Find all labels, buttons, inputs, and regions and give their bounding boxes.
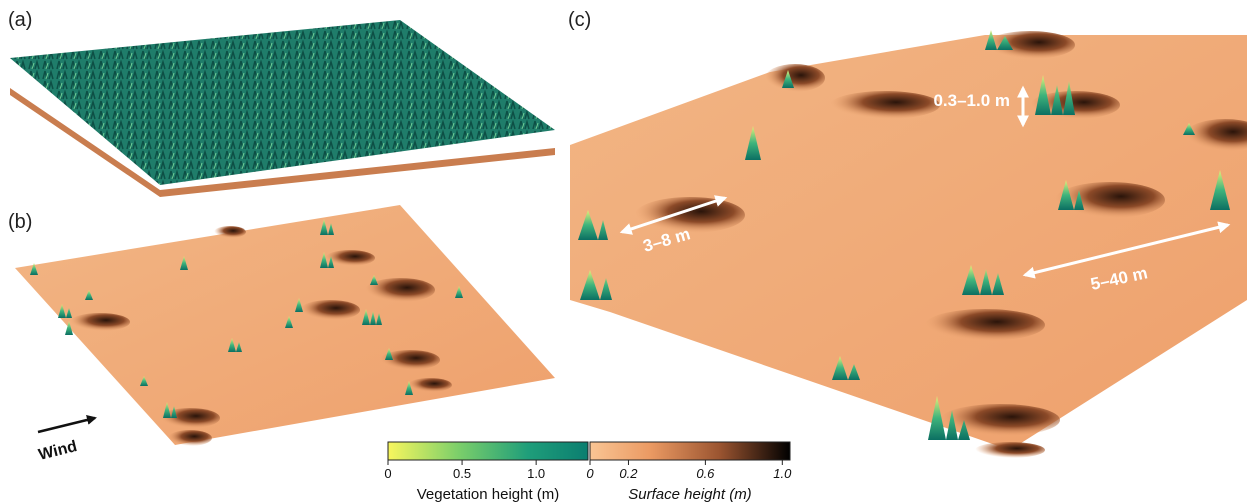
colorbar-label: Vegetation height (m) xyxy=(417,486,560,503)
panel-c: 0.3–1.0 m 3–8 m 5–40 m (c) xyxy=(568,9,1247,458)
tick-label: 1.0 xyxy=(773,466,792,481)
tick-label: 0 xyxy=(384,466,391,481)
tick-label: 0.5 xyxy=(453,466,471,481)
panel-b: Wind (b) xyxy=(8,205,555,464)
annotation: 0.3–1.0 m xyxy=(933,91,1010,110)
tick-label: 0.6 xyxy=(696,466,715,481)
panel-label: (c) xyxy=(568,9,591,31)
tick-label: 1.0 xyxy=(527,466,545,481)
tick-label: 0 xyxy=(586,466,594,481)
panel-a: (a) xyxy=(8,9,555,197)
figure: (a) Wind (b) 0.3–1.0 m 3–8 xyxy=(0,0,1247,504)
colorbar-surface xyxy=(590,442,790,460)
colorbar-vegetation xyxy=(388,442,588,460)
wind-arrow xyxy=(38,418,95,432)
panel-label: (b) xyxy=(8,211,32,233)
colorbar-label: Surface height (m) xyxy=(628,486,751,503)
panel-label: (a) xyxy=(8,9,32,31)
tick-label: 0.2 xyxy=(619,466,638,481)
wind-label: Wind xyxy=(37,438,79,464)
